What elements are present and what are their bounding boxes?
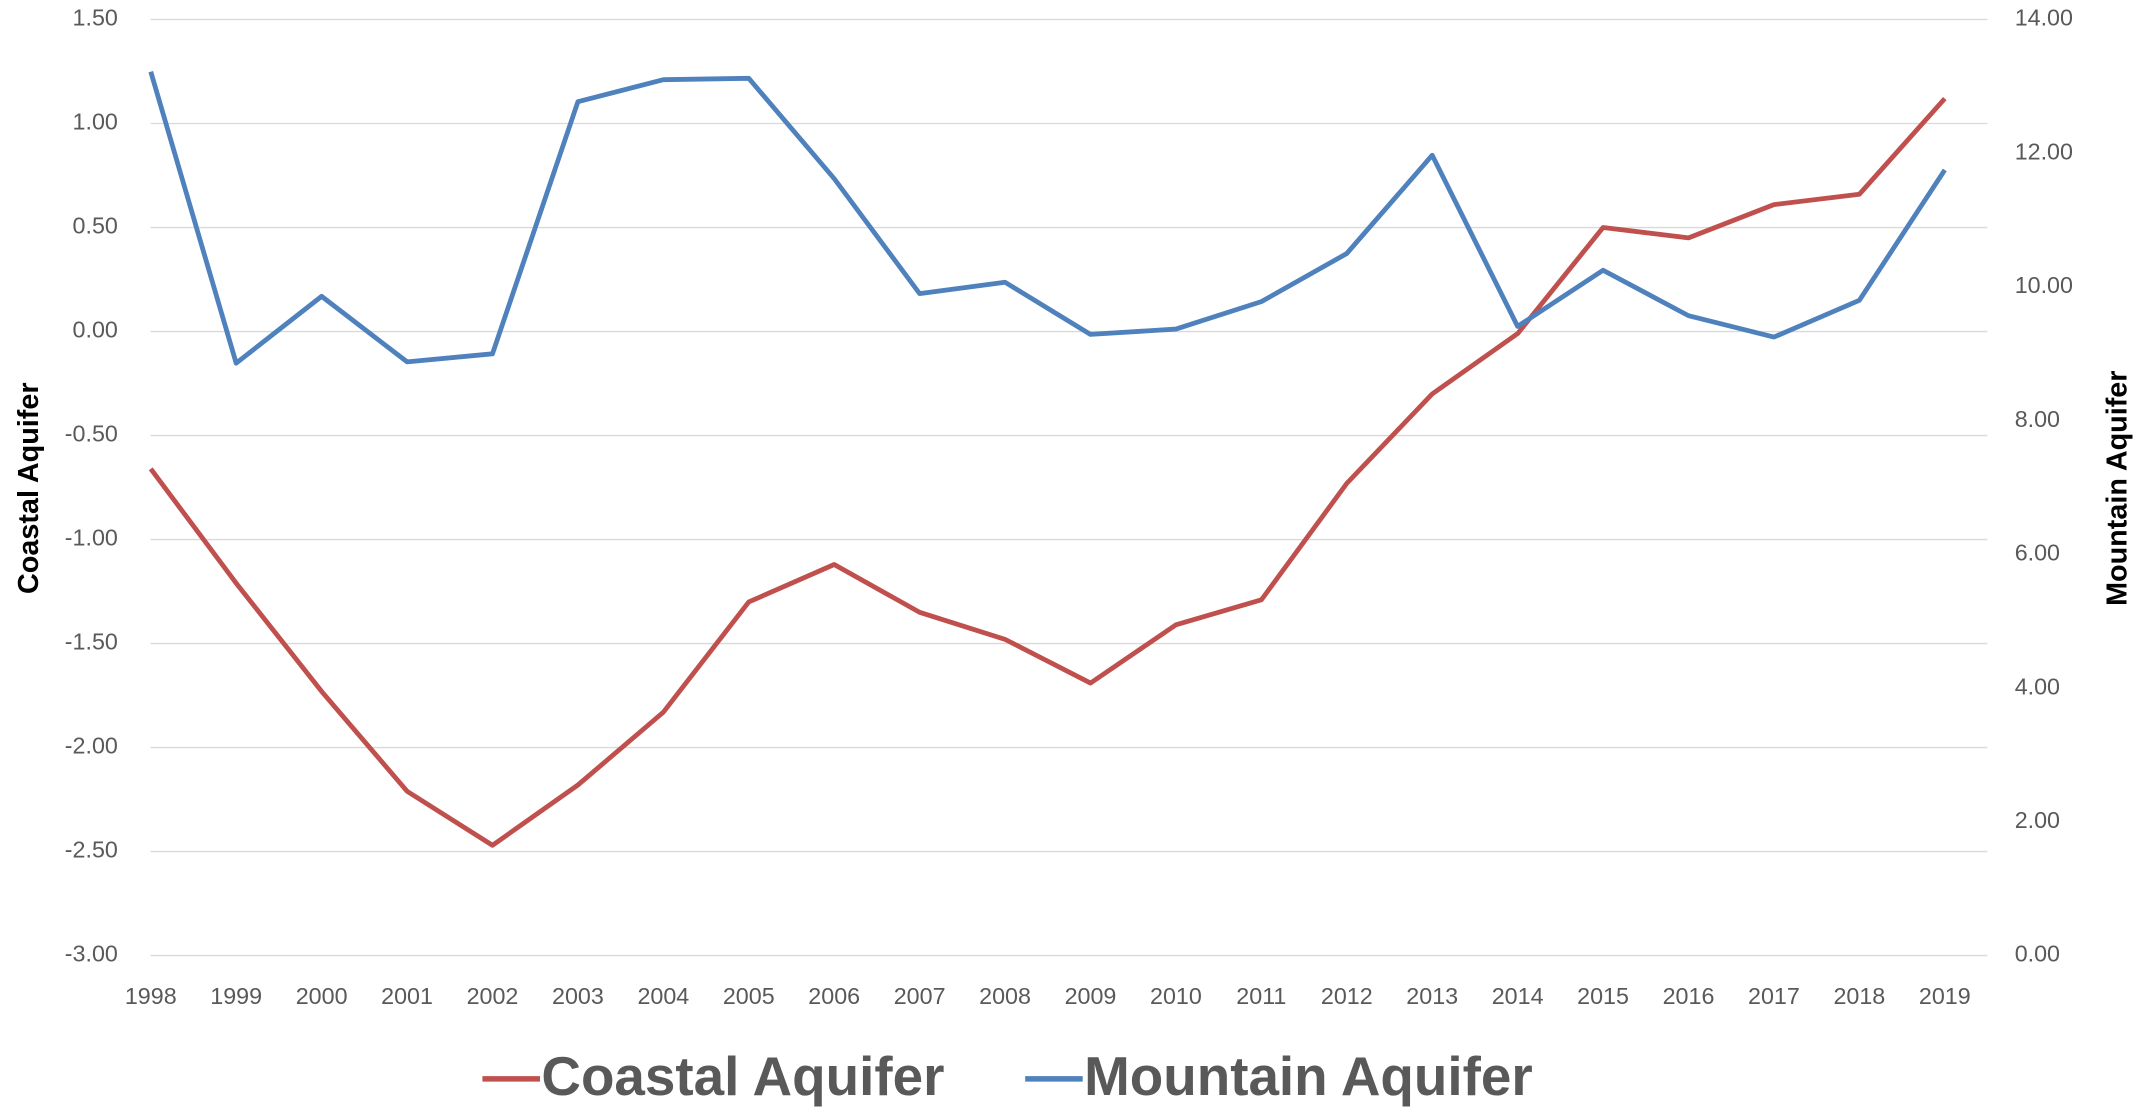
x-tick-label: 2010 (1150, 983, 1202, 1009)
y2-axis-title: Mountain Aquifer (2101, 371, 2133, 606)
x-tick-label: 2007 (894, 983, 946, 1009)
y2-tick-label: 4.00 (2015, 673, 2060, 699)
x-tick-label: 1998 (125, 983, 177, 1009)
y-tick-label: 0.00 (73, 317, 118, 343)
y-tick-label: 1.00 (73, 109, 118, 135)
x-tick-label: 2017 (1748, 983, 1800, 1009)
x-tick-label: 2016 (1663, 983, 1715, 1009)
series-line (148, 70, 1947, 366)
y2-tick-label: 8.00 (2015, 406, 2060, 432)
x-tick-label: 1999 (210, 983, 262, 1009)
x-tick-label: 2018 (1833, 983, 1885, 1009)
series-line (148, 96, 1947, 848)
y-tick-label: -2.50 (65, 837, 118, 863)
y2-tick-label: 0.00 (2015, 941, 2060, 967)
y2-tick-label: 2.00 (2015, 807, 2060, 833)
y-tick-label: 0.50 (73, 213, 118, 239)
y2-tick-label: 6.00 (2015, 540, 2060, 566)
x-tick-label: 2001 (381, 983, 433, 1009)
y-tick-label: -1.50 (65, 629, 118, 655)
x-tick-label: 2009 (1065, 983, 1117, 1009)
y-tick-label: -1.00 (65, 525, 118, 551)
y-tick-label: -0.50 (65, 421, 118, 447)
x-tick-label: 2008 (979, 983, 1031, 1009)
x-tick-label: 2012 (1321, 983, 1373, 1009)
x-tick-label: 2013 (1406, 983, 1458, 1009)
x-tick-label: 2015 (1577, 983, 1629, 1009)
y-tick-label: 1.50 (73, 5, 118, 31)
legend-label: Mountain Aquifer (1084, 1045, 1533, 1107)
x-tick-label: 2002 (467, 983, 519, 1009)
x-tick-label: 2014 (1492, 983, 1544, 1009)
y2-tick-label: 14.00 (2015, 5, 2073, 31)
y-tick-label: -3.00 (65, 941, 118, 967)
x-tick-label: 2003 (552, 983, 604, 1009)
y2-tick-label: 12.00 (2015, 138, 2073, 164)
y-tick-label: -2.00 (65, 733, 118, 759)
y-axis-title: Coastal Aquifer (13, 382, 45, 594)
x-tick-label: 2011 (1236, 983, 1286, 1009)
x-tick-label: 2004 (637, 983, 689, 1009)
x-tick-label: 2000 (296, 983, 348, 1009)
x-tick-label: 2006 (808, 983, 860, 1009)
x-tick-label: 2005 (723, 983, 775, 1009)
y2-tick-label: 10.00 (2015, 272, 2073, 298)
x-tick-label: 2019 (1919, 983, 1971, 1009)
legend-label: Coastal Aquifer (541, 1045, 944, 1107)
